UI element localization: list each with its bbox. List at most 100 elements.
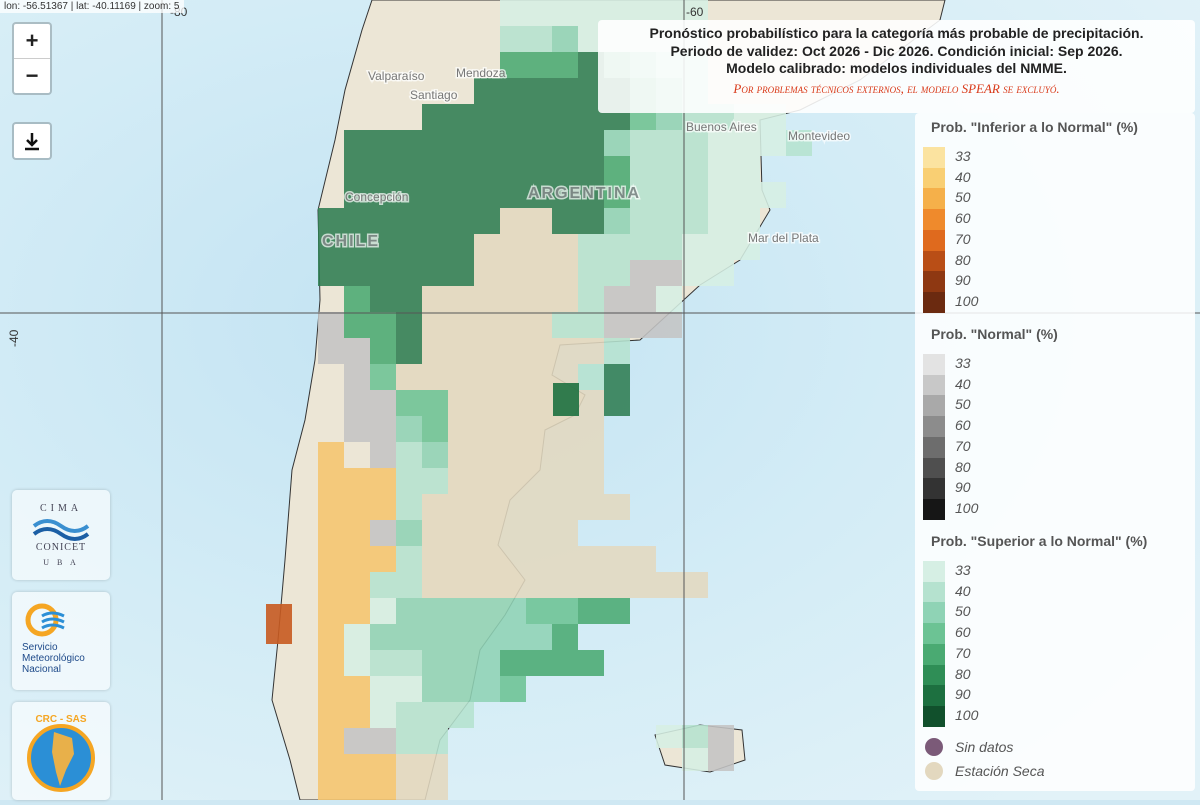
place-label: Montevideo [788, 129, 850, 143]
grid-cell [396, 286, 422, 312]
legend-label: 50 [955, 396, 971, 413]
title-line: Pronóstico probabilístico para la catego… [649, 25, 1144, 41]
logo-crc-sas[interactable]: CRC - SAS [12, 702, 110, 800]
grid-cell [526, 104, 552, 130]
grid-cell [526, 520, 552, 546]
legend-swatch [923, 602, 945, 624]
grid-cell [448, 546, 474, 572]
grid-cell [474, 416, 500, 442]
grid-cell [552, 442, 578, 468]
download-button[interactable] [12, 122, 52, 160]
grid-cell [396, 624, 422, 650]
grid-cell [682, 572, 708, 598]
grid-cell [578, 338, 604, 364]
grid-cell [500, 0, 526, 26]
logo-text: CONICET [36, 542, 86, 553]
grid-cell [448, 312, 474, 338]
grid-cell [396, 520, 422, 546]
grid-cell [422, 702, 448, 728]
grid-cell [656, 130, 682, 156]
grid-cell [370, 286, 396, 312]
logo-graphic: CIMA CONICET U B A [32, 503, 90, 567]
zoom-out[interactable]: − [14, 58, 50, 93]
legend-swatch [923, 354, 945, 375]
grid-cell [708, 208, 734, 234]
grid-cell [370, 364, 396, 390]
grid-cell [526, 156, 552, 182]
grid-cell [344, 156, 370, 182]
grid-cell [422, 468, 448, 494]
grid-cell [474, 442, 500, 468]
grid-cell [682, 748, 708, 771]
grid-cell [604, 338, 630, 364]
grid-cell [396, 572, 422, 598]
grid-cell [396, 494, 422, 520]
grid-cell [500, 390, 526, 416]
grid-cell [448, 624, 474, 650]
logo-smn[interactable]: Servicio Meteorológico Nacional [12, 592, 110, 690]
grid-cell [344, 624, 370, 650]
grid-cell [396, 390, 422, 416]
grid-cell [474, 624, 500, 650]
grid-cell [578, 416, 604, 442]
grid-cell [318, 494, 344, 520]
grid-cell [448, 442, 474, 468]
forecast-cells [266, 0, 812, 800]
grid-cell [396, 130, 422, 156]
grid-cell [344, 754, 370, 780]
place-label: Valparaíso [368, 69, 425, 83]
grid-cell [396, 650, 422, 676]
legend-swatch [923, 623, 945, 645]
grid-cell [370, 702, 396, 728]
grid-cell [578, 234, 604, 260]
grid-cell [474, 234, 500, 260]
grid-cell [318, 520, 344, 546]
grid-cell [500, 572, 526, 598]
grid-cell [552, 468, 578, 494]
grid-cell [526, 598, 552, 624]
graticule-label: -60 [686, 5, 704, 19]
legend-label: 90 [955, 272, 971, 289]
grid-cell [682, 156, 708, 182]
grid-cell [474, 182, 500, 208]
legend-label: Estación Seca [955, 763, 1045, 779]
map-labels: Valparaíso Mendoza Santiago Concepción CHILE… [321, 65, 852, 252]
grid-cell [604, 130, 630, 156]
grid-cell [552, 494, 578, 520]
grid-cell [344, 702, 370, 728]
grid-cell [552, 598, 578, 624]
grid-cell [422, 182, 448, 208]
grid-cell [578, 650, 604, 676]
grid-cell [500, 208, 526, 234]
grid-cell [578, 390, 604, 416]
logo-cima[interactable]: CIMA CONICET U B A [12, 490, 110, 580]
grid-cell [370, 130, 396, 156]
legend-dot [925, 762, 943, 780]
grid-cell [422, 676, 448, 702]
legend-title: Prob. "Inferior a lo Normal" (%) [931, 119, 1138, 135]
grid-cell [396, 364, 422, 390]
grid-cell [474, 130, 500, 156]
grid-cell [604, 286, 630, 312]
grid-cell [344, 208, 370, 234]
legend-swatch [923, 395, 945, 417]
grid-cell [526, 260, 552, 286]
grid-cell [630, 182, 656, 208]
place-label: CHILE [322, 233, 380, 250]
grid-cell [552, 156, 578, 182]
grid-cell [630, 286, 656, 312]
legend-swatch [923, 436, 945, 458]
grid-cell [500, 364, 526, 390]
grid-cell [396, 728, 422, 754]
legend-label: 100 [955, 499, 979, 516]
zoom-in[interactable]: + [25, 28, 39, 53]
grid-cell [682, 234, 708, 260]
grid-cell [474, 546, 500, 572]
grid-cell [500, 234, 526, 260]
grid-cell [760, 130, 786, 156]
grid-cell [552, 650, 578, 676]
grid-cell [604, 312, 630, 338]
grid-cell [318, 702, 344, 728]
grid-cell [474, 78, 500, 104]
